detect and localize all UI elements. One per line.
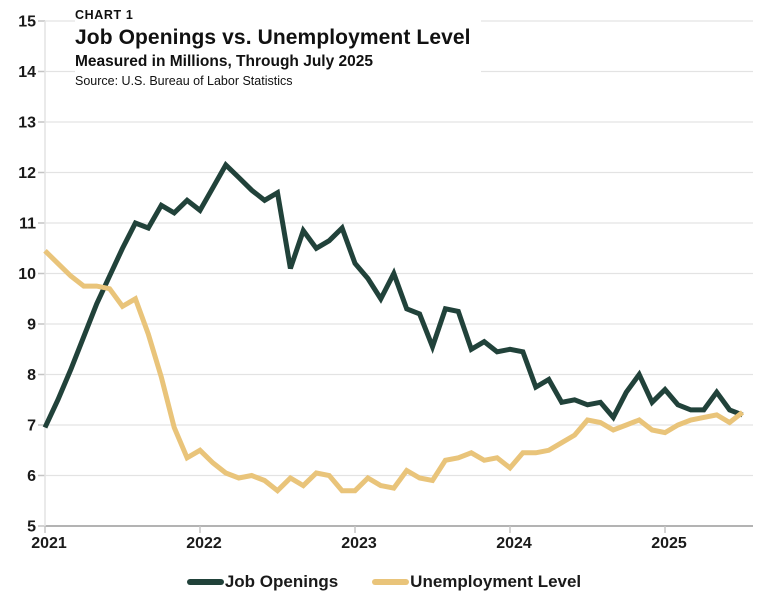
x-axis-label: 2022 bbox=[186, 535, 222, 552]
y-axis-label: 12 bbox=[18, 165, 36, 182]
chart-header: CHART 1 Job Openings vs. Unemployment Le… bbox=[75, 8, 481, 88]
job-openings-swatch bbox=[186, 579, 224, 585]
unemployment-level-swatch bbox=[372, 579, 410, 585]
chart-legend: Job Openings Unemployment Level bbox=[0, 572, 768, 592]
x-axis-label: 2023 bbox=[341, 535, 377, 552]
legend-item-unemployment-level: Unemployment Level bbox=[372, 572, 581, 592]
unemployment-level-line bbox=[43, 249, 745, 495]
x-axis-label: 2021 bbox=[31, 535, 67, 552]
y-axis-label: 13 bbox=[18, 115, 36, 132]
y-axis-label: 10 bbox=[18, 266, 36, 283]
job-openings-line bbox=[42, 160, 744, 429]
page-title: Job Openings vs. Unemployment Level bbox=[75, 26, 471, 49]
y-axis-label: 7 bbox=[27, 418, 36, 435]
legend-item-job-openings: Job Openings bbox=[186, 572, 339, 592]
y-axis-label: 11 bbox=[19, 216, 36, 233]
y-axis-label: 14 bbox=[18, 64, 36, 81]
chart-source: Source: U.S. Bureau of Labor Statistics bbox=[75, 74, 293, 88]
x-axis-label: 2025 bbox=[651, 535, 687, 552]
chart-subtitle: Measured in Millions, Through July 2025 bbox=[75, 53, 374, 70]
unemployment-level-legend-label: Unemployment Level bbox=[410, 572, 582, 591]
y-axis-label: 15 bbox=[18, 14, 36, 31]
chart-kicker: CHART 1 bbox=[75, 8, 134, 22]
job-openings-legend-label: Job Openings bbox=[224, 572, 339, 591]
y-axis-label: 6 bbox=[27, 468, 36, 485]
y-axis-label: 5 bbox=[27, 519, 36, 536]
x-axis-label: 2024 bbox=[496, 535, 532, 552]
y-axis-label: 9 bbox=[27, 317, 36, 334]
y-axis-label: 8 bbox=[27, 367, 36, 384]
